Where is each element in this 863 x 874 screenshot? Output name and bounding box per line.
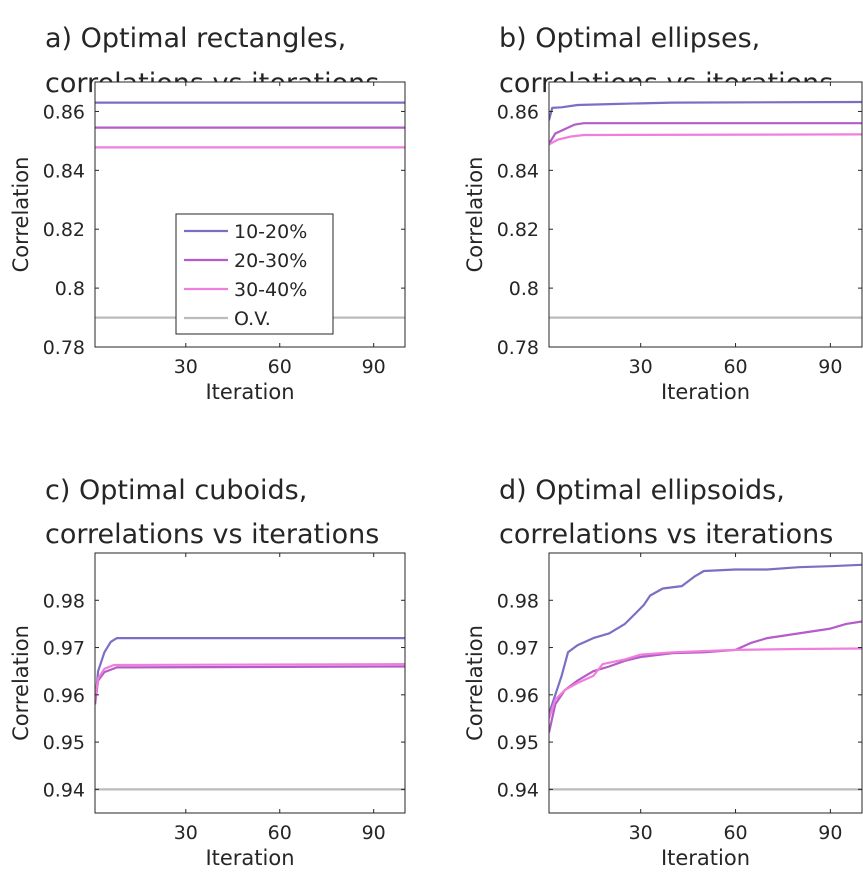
panel-c-series-0 bbox=[95, 637, 405, 705]
panel-c-ytick-label-1: 0.95 bbox=[43, 732, 85, 754]
panel-d-ytick-label-4: 0.98 bbox=[497, 590, 539, 612]
panel-a-xtick-label-0: 30 bbox=[174, 356, 198, 378]
panel-a-ylabel: Correlation bbox=[9, 157, 33, 273]
panel-b-title-line-1: b) Optimal ellipses, bbox=[499, 23, 760, 54]
panel-a-ytick-label-4: 0.86 bbox=[43, 101, 85, 123]
panel-d-xtick-label-0: 30 bbox=[629, 822, 653, 844]
panel-a-axes-frame bbox=[94, 81, 406, 348]
panel-d-axes-frame bbox=[548, 552, 863, 814]
panel-c-xtick-label-2: 90 bbox=[362, 822, 386, 844]
panel-b-series-1 bbox=[549, 122, 862, 145]
panel-a-legend: 10-20% 20-30% 30-40% O.V. bbox=[175, 213, 334, 335]
panel-d-title-line-1: d) Optimal ellipsoids, bbox=[499, 475, 785, 506]
panel-c-xtick-label-0: 30 bbox=[174, 822, 198, 844]
panel-b-series-group bbox=[549, 100, 862, 319]
panel-a-ytick-label-3: 0.84 bbox=[43, 160, 85, 182]
panel-a: a) Optimal rectangles,correlations vs it… bbox=[9, 23, 406, 404]
panel-d-title-line-2: correlations vs iterations bbox=[499, 519, 833, 550]
panel-b: b) Optimal ellipses,correlations vs iter… bbox=[463, 23, 863, 404]
panel-b-ytick-label-2: 0.82 bbox=[497, 219, 539, 241]
panel-a-ytick-label-1: 0.8 bbox=[55, 278, 85, 300]
legend-label-0: 10-20% bbox=[234, 221, 307, 243]
panel-c-xlabel: Iteration bbox=[205, 846, 294, 870]
panel-c-axes-frame bbox=[94, 552, 406, 814]
panel-b-xtick-label-0: 30 bbox=[629, 356, 653, 378]
panel-c-title-line-2: correlations vs iterations bbox=[45, 519, 379, 550]
panel-c-ytick-label-2: 0.96 bbox=[43, 685, 85, 707]
panel-c-title-line-1: c) Optimal cuboids, bbox=[45, 475, 307, 506]
panel-a-xtick-label-1: 60 bbox=[268, 356, 292, 378]
panel-c-series-group bbox=[95, 637, 405, 791]
panel-b-series-2 bbox=[549, 133, 862, 146]
panel-d-series-group bbox=[549, 563, 862, 791]
panel-b-ytick-label-0: 0.78 bbox=[497, 337, 539, 359]
panel-b-axes-box bbox=[548, 81, 863, 348]
panel-c-axes-box bbox=[94, 552, 406, 814]
panel-b-ylabel: Correlation bbox=[463, 157, 487, 273]
panel-d-ytick-label-2: 0.96 bbox=[497, 685, 539, 707]
panel-d-axes-box bbox=[548, 552, 863, 814]
panel-d-series-2 bbox=[549, 647, 862, 719]
panel-d: d) Optimal ellipsoids, correlations vs it… bbox=[463, 475, 863, 870]
panel-b-ytick-label-3: 0.84 bbox=[497, 160, 539, 182]
panel-c-ylabel: Correlation bbox=[9, 625, 33, 741]
panel-c-ytick-label-4: 0.98 bbox=[43, 590, 85, 612]
panel-b-xlabel: Iteration bbox=[661, 380, 750, 404]
legend-label-3: O.V. bbox=[234, 308, 271, 330]
panel-b-axes-frame bbox=[548, 81, 863, 348]
panel-c-series-2 bbox=[95, 663, 405, 700]
panel-c-xtick-label-1: 60 bbox=[268, 822, 292, 844]
panel-d-xlabel: Iteration bbox=[661, 846, 750, 870]
panel-d-xtick-label-2: 90 bbox=[818, 822, 842, 844]
panel-a-ytick-label-2: 0.82 bbox=[43, 219, 85, 241]
panel-b-xtick-label-2: 90 bbox=[818, 356, 842, 378]
panel-a-ytick-label-0: 0.78 bbox=[43, 337, 85, 359]
panel-b-ytick-label-1: 0.8 bbox=[509, 278, 539, 300]
legend-label-1: 20-30% bbox=[234, 250, 307, 272]
legend-label-2: 30-40% bbox=[234, 279, 307, 301]
panel-c-ytick-label-0: 0.94 bbox=[43, 779, 85, 801]
legend-box bbox=[175, 213, 334, 335]
panel-c: c) Optimal cuboids, correlations vs itera… bbox=[9, 475, 406, 870]
panel-d-ytick-label-1: 0.95 bbox=[497, 732, 539, 754]
panel-a-title-line-1: a) Optimal rectangles, bbox=[45, 23, 346, 54]
panel-b-xtick-label-1: 60 bbox=[723, 356, 747, 378]
panel-d-series-0 bbox=[549, 563, 862, 715]
panel-d-ytick-label-0: 0.94 bbox=[497, 779, 539, 801]
panel-a-xtick-label-2: 90 bbox=[362, 356, 386, 378]
panel-d-ylabel: Correlation bbox=[463, 625, 487, 741]
panel-b-ytick-label-4: 0.86 bbox=[497, 101, 539, 123]
panel-a-xlabel: Iteration bbox=[205, 380, 294, 404]
panel-c-ytick-label-3: 0.97 bbox=[43, 638, 85, 660]
panel-b-series-0 bbox=[549, 100, 862, 121]
panel-d-ytick-label-3: 0.97 bbox=[497, 638, 539, 660]
panel-d-xtick-label-1: 60 bbox=[723, 822, 747, 844]
